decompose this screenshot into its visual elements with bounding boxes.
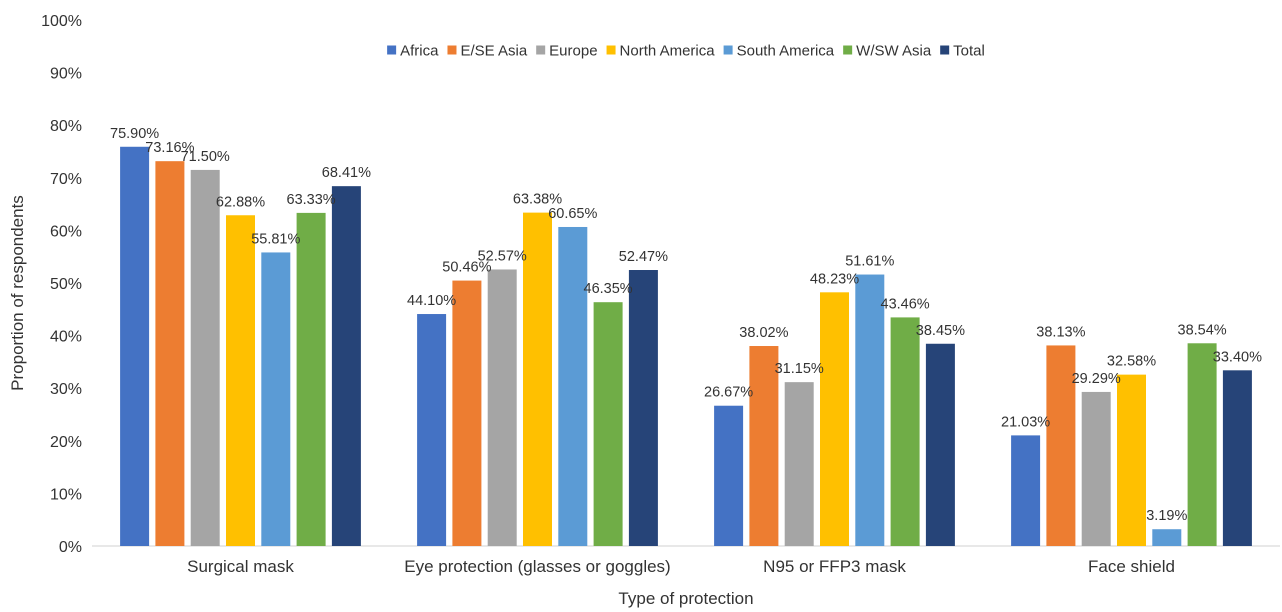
bar [855, 274, 885, 546]
x-tick-label: Surgical mask [187, 557, 294, 576]
data-label: 63.33% [287, 192, 336, 208]
y-axis-tick-labels: 0% 10% 20% 30% 40% 50% 60% 70% 80% 90% 100% [41, 13, 82, 556]
y-tick-label: 60% [50, 223, 82, 240]
data-label: 63.38% [513, 192, 562, 208]
bar [261, 252, 291, 547]
bar [155, 161, 185, 546]
legend-label: Africa [400, 43, 439, 60]
data-label: 44.10% [407, 293, 456, 309]
bar [1011, 435, 1041, 546]
y-tick-label: 70% [50, 171, 82, 188]
legend-label: W/SW Asia [856, 43, 932, 60]
bar [190, 169, 220, 546]
bar [628, 270, 658, 546]
data-label: 55.81% [251, 231, 300, 247]
bar [1152, 529, 1182, 546]
legend-swatch [940, 45, 950, 55]
bar [417, 314, 447, 546]
legend-swatch [606, 45, 616, 55]
x-tick-label: Face shield [1088, 557, 1175, 576]
x-tick-label: N95 or FFP3 mask [763, 557, 906, 576]
legend: Africa E/SE Asia Europe North America South … [387, 43, 985, 60]
data-label: 62.88% [216, 194, 265, 210]
bar [1222, 370, 1252, 546]
legend-label: South America [737, 43, 835, 60]
bar [714, 405, 744, 546]
x-axis-title: Type of protection [618, 589, 753, 608]
data-label: 68.41% [322, 165, 371, 181]
data-label: 60.65% [548, 206, 597, 222]
x-tick-label: Eye protection (glasses or goggles) [404, 557, 670, 576]
legend-swatch [536, 45, 546, 55]
bar [749, 346, 779, 546]
data-label: 26.67% [704, 385, 753, 401]
data-label: 48.23% [810, 271, 859, 287]
y-tick-label: 10% [50, 486, 82, 503]
data-label: 38.54% [1178, 322, 1227, 338]
data-label: 38.45% [916, 323, 965, 339]
legend-label: E/SE Asia [460, 43, 527, 60]
data-label: 75.90% [110, 126, 159, 142]
bar [890, 317, 920, 546]
legend-swatch [843, 45, 853, 55]
data-label: 73.16% [145, 140, 194, 156]
data-label: 32.58% [1107, 354, 1156, 370]
bar [487, 269, 517, 546]
bar [523, 212, 552, 546]
x-axis-tick-labels: Surgical mask Eye protection (glasses or … [187, 557, 1175, 576]
data-label: 51.61% [845, 254, 894, 270]
bar [925, 343, 955, 546]
legend-label: Total [953, 43, 985, 60]
bar [593, 302, 623, 546]
data-label: 52.47% [619, 249, 668, 265]
y-tick-label: 90% [50, 66, 82, 83]
data-label: 38.02% [739, 325, 788, 341]
bar [1046, 345, 1076, 546]
bar [558, 226, 588, 546]
data-label: 3.19% [1146, 508, 1187, 524]
data-label: 71.50% [181, 149, 230, 165]
legend-swatch [447, 45, 457, 55]
y-tick-label: 0% [59, 539, 82, 556]
bar [1117, 374, 1146, 546]
y-tick-label: 100% [41, 13, 82, 30]
bar [452, 280, 482, 546]
bar-groups [120, 146, 1252, 547]
legend-swatch [387, 45, 397, 55]
data-label: 38.13% [1036, 324, 1085, 340]
legend-label: Europe [549, 43, 597, 60]
data-label: 46.35% [584, 281, 633, 297]
data-label: 43.46% [881, 296, 930, 312]
y-tick-label: 50% [50, 276, 82, 293]
bar [1187, 343, 1217, 546]
y-tick-label: 20% [50, 434, 82, 451]
bar [226, 215, 255, 546]
data-label: 29.29% [1072, 371, 1121, 387]
data-label: 52.57% [478, 248, 527, 264]
bar [1081, 391, 1111, 546]
legend-label: North America [620, 43, 716, 60]
bar [120, 146, 150, 547]
bar [784, 382, 814, 546]
bar [296, 212, 326, 546]
y-tick-label: 80% [50, 118, 82, 135]
y-axis-title: Proportion of respondents [8, 195, 27, 391]
y-tick-label: 40% [50, 329, 82, 346]
y-tick-label: 30% [50, 381, 82, 398]
legend-swatch [723, 45, 733, 55]
data-labels: 75.90%73.16%71.50% 62.88% 55.81% 63.33% 68.4… [110, 126, 1262, 524]
bar [331, 186, 361, 547]
data-label: 33.40% [1213, 349, 1262, 365]
data-label: 50.46% [442, 260, 491, 276]
data-label: 21.03% [1001, 414, 1050, 430]
bar [820, 292, 849, 546]
data-label: 31.15% [775, 361, 824, 377]
